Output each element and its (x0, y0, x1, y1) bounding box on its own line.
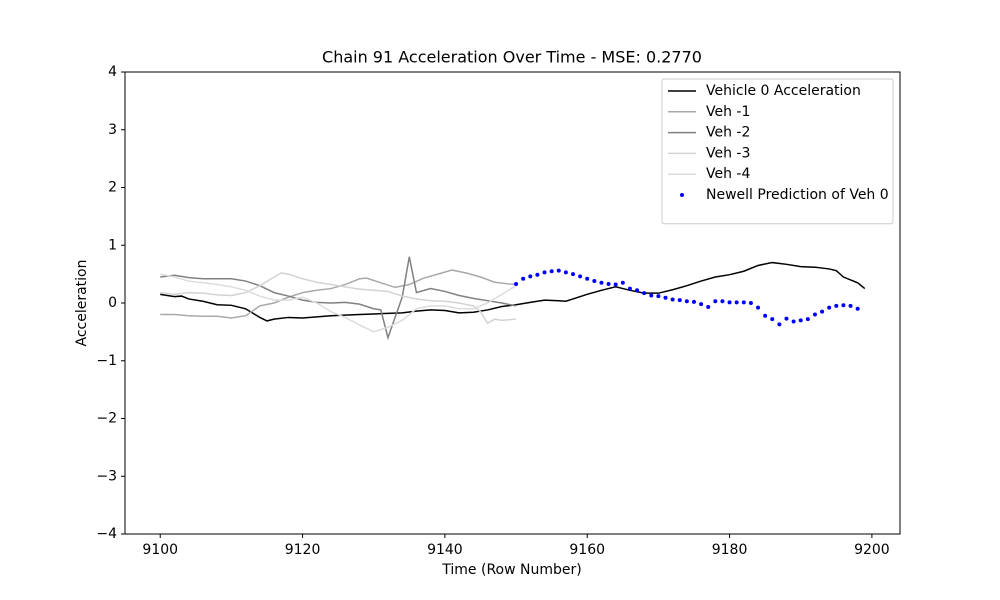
prediction-dot (791, 319, 796, 324)
prediction-dot (620, 280, 625, 285)
prediction-dot (841, 303, 846, 308)
prediction-dot (805, 317, 810, 322)
x-tick-label: 9100 (142, 542, 178, 558)
legend-label: Veh -1 (706, 104, 750, 120)
prediction-dot (521, 276, 526, 281)
prediction-dot (549, 269, 554, 274)
prediction-dot (848, 303, 853, 308)
prediction-dot (627, 286, 632, 291)
prediction-dot (827, 305, 832, 310)
prediction-dot (642, 291, 647, 296)
legend-box (661, 78, 894, 225)
prediction-dot (834, 303, 839, 308)
chart-title: Chain 91 Acceleration Over Time - MSE: 0… (322, 48, 702, 67)
prediction-dot (727, 300, 732, 305)
prediction-dot (812, 312, 817, 317)
x-tick-label: 9160 (569, 542, 605, 558)
prediction-dot (784, 316, 789, 321)
x-tick-label: 9200 (854, 542, 890, 558)
prediction-dot (578, 274, 583, 279)
prediction-dot (606, 281, 611, 286)
y-tick-label: −1 (96, 353, 117, 369)
y-tick-label: 0 (108, 295, 117, 311)
x-tick-label: 9180 (712, 542, 748, 558)
prediction-dot (777, 322, 782, 327)
prediction-dot (855, 306, 860, 311)
axes-frame (124, 71, 901, 535)
series-line (160, 261, 866, 322)
prediction-dot (656, 294, 661, 299)
prediction-dot (599, 280, 604, 285)
prediction-dot (542, 270, 547, 275)
prediction-dot (691, 299, 696, 304)
prediction-dot (556, 268, 561, 273)
prediction-dot (748, 301, 753, 305)
legend-label: Veh -2 (706, 125, 750, 141)
prediction-dot (820, 309, 825, 314)
prediction-dot (706, 305, 711, 310)
prediction-dot (763, 313, 768, 318)
prediction-dot (713, 299, 718, 304)
prediction-dot (570, 272, 575, 277)
y-tick-label: 2 (108, 180, 117, 196)
prediction-dot (699, 302, 704, 307)
series-line (160, 256, 517, 341)
prediction-dot (756, 305, 761, 310)
prediction-dot (734, 300, 739, 305)
x-tick-label: 9120 (285, 542, 321, 558)
prediction-dot (635, 288, 640, 293)
x-tick-label: 9140 (427, 542, 463, 558)
prediction-dot (670, 297, 675, 302)
prediction-dot (677, 298, 682, 303)
x-axis-label: Time (Row Number) (441, 562, 581, 578)
legend: Vehicle 0 Acceleration Veh -1 Veh -2 Veh -3… (661, 78, 894, 225)
prediction-dot (535, 272, 540, 277)
y-tick-label: −2 (96, 411, 117, 427)
y-tick-label: 3 (108, 122, 117, 138)
y-axis-label: Acceleration (74, 260, 90, 347)
prediction-dot (684, 299, 689, 304)
legend-label: Veh -3 (706, 145, 750, 161)
prediction-dot (720, 299, 725, 304)
y-tick-label: −4 (96, 526, 117, 542)
prediction-dot (563, 270, 568, 275)
legend-label: Newell Prediction of Veh 0 (706, 187, 889, 203)
y-tick-label: −3 (96, 468, 117, 484)
series-line (160, 273, 517, 333)
prediction-dot (613, 282, 618, 287)
prediction-dot (663, 295, 668, 300)
prediction-dot (770, 317, 775, 322)
y-tick-label: 4 (108, 64, 117, 80)
prediction-dot (649, 293, 654, 298)
prediction-dot (741, 300, 746, 305)
series-line (160, 269, 517, 319)
legend-label: Veh -4 (706, 166, 750, 182)
prediction-dot (585, 276, 590, 281)
prediction-dot (528, 274, 533, 279)
prediction-dot (514, 281, 519, 286)
prediction-dot (592, 279, 597, 284)
legend-label: Vehicle 0 Acceleration (706, 83, 861, 99)
prediction-dot (798, 318, 803, 323)
plot-area (160, 256, 866, 341)
y-tick-label: 1 (108, 237, 117, 253)
legend-marker (680, 193, 684, 197)
